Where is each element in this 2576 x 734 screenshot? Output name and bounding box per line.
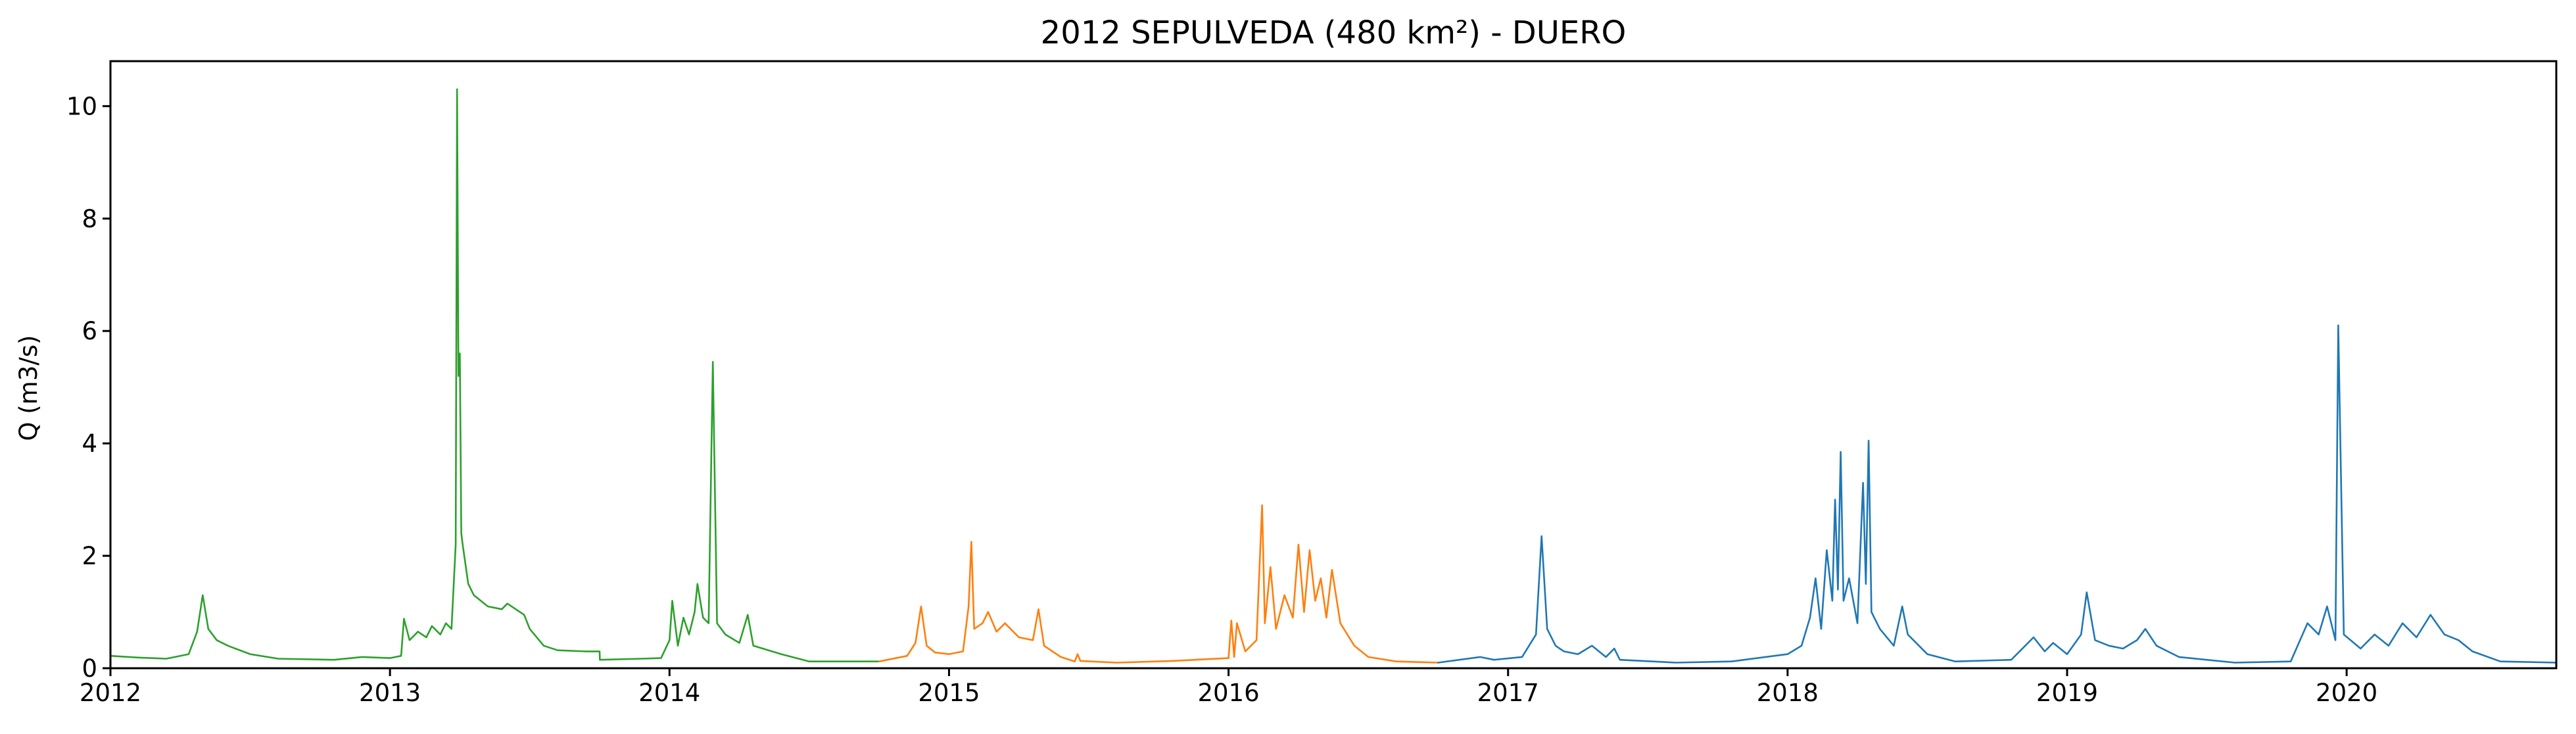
- x-tick-label: 2019: [2036, 679, 2098, 707]
- x-tick-label: 2016: [1197, 679, 1259, 707]
- y-tick-label: 6: [82, 317, 97, 345]
- x-tick-label: 2015: [918, 679, 980, 707]
- series-line-1: [109, 88, 880, 662]
- x-tick-label: 2018: [1757, 679, 1819, 707]
- y-axis: 0 2 4 6 8 10: [66, 92, 110, 683]
- series-line-2: [878, 504, 1439, 664]
- y-tick-label: 4: [82, 429, 97, 458]
- x-tick-label: 2020: [2316, 679, 2377, 707]
- plot-frame: [109, 60, 2558, 670]
- y-axis-label: Q (m3/s): [14, 335, 43, 441]
- x-tick-label: 2017: [1477, 679, 1539, 707]
- y-tick-label: 2: [82, 542, 97, 570]
- chart-title: 2012 SEPULVEDA (480 km²) - DUERO: [1041, 14, 1627, 51]
- x-tick-label: 2012: [80, 679, 141, 707]
- x-tick-label: 2013: [359, 679, 421, 707]
- series-layer: [109, 88, 2558, 664]
- y-tick-label: 8: [82, 205, 97, 233]
- y-tick-label: 10: [66, 92, 97, 120]
- y-tick-label: 0: [82, 654, 97, 683]
- x-tick-label: 2014: [638, 679, 700, 707]
- series-line-3: [1437, 324, 2558, 664]
- x-axis: 2012 2013 2014 2015 2016 2017 2018 2019 2020: [80, 668, 2377, 707]
